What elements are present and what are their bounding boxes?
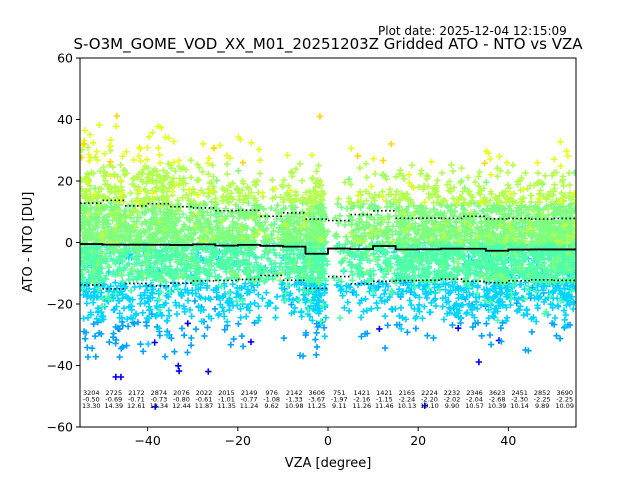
bin-mean-label: -0.77 [241,396,258,404]
bin-mean-label: -0.69 [105,396,122,404]
bin-mean-label: -2.25 [556,396,573,404]
y-tick-label: 40 [57,112,73,127]
bin-std-label: 10.10 [420,402,439,410]
bin-mean-label: -0.71 [128,396,145,404]
bin-count-label: 2022 [196,389,213,397]
bin-count-label: 2076 [173,389,190,397]
bin-std-label: 10.39 [488,402,507,410]
y-axis: −60 −40 −20 0 20 40 60 [47,51,80,435]
bin-mean-label: -1.08 [263,396,280,404]
x-tick-label: −20 [225,433,251,448]
x-axis-label: VZA [degree] [285,456,372,471]
bin-std-label: 9.90 [445,402,459,410]
bin-mean-label: -2.68 [489,396,506,404]
bin-mean-label: -0.61 [196,396,213,404]
bin-mean-label: -2.25 [534,396,551,404]
bin-count-label: 751 [333,389,345,397]
bin-count-label: 2232 [444,389,461,397]
x-tick-label: 40 [500,433,516,448]
bin-std-label: 13.34 [150,402,169,410]
y-tick-label: 60 [57,51,73,66]
bin-count-label: 2149 [241,389,258,397]
bin-mean-label: -2.20 [421,396,438,404]
bin-count-label: 2451 [511,389,528,397]
bin-count-label: 2165 [399,389,416,397]
bin-mean-label: -0.50 [83,396,100,404]
bin-std-label: 12.44 [172,402,191,410]
y-tick-label: −40 [47,358,73,373]
bin-mean-label: -1.97 [331,396,348,404]
y-axis-label: ATO - NTO [DU] [21,192,36,293]
bin-mean-label: -3.67 [308,396,325,404]
bin-std-label: 9.11 [332,402,346,410]
bin-mean-label: -1.01 [218,396,235,404]
bin-count-label: 3204 [83,389,100,397]
bin-mean-label: -1.33 [286,396,303,404]
y-tick-label: −20 [47,297,73,312]
bin-std-label: 11.26 [353,402,372,410]
x-tick-label: −40 [134,433,160,448]
bin-mean-label: -2.02 [444,396,461,404]
bin-std-label: 11.25 [307,402,326,410]
x-axis: −40 −20 0 20 40 [134,427,516,448]
bin-count-label: 2852 [534,389,551,397]
bin-count-label: 3690 [556,389,573,397]
bin-std-label: 9.62 [264,402,278,410]
mean-line [80,243,576,255]
bin-count-label: 2172 [128,389,145,397]
scatter-markers-color-2 [80,239,576,348]
bin-std-label: 12.61 [127,402,146,410]
x-tick-label: 0 [324,433,332,448]
bin-std-label: 11.35 [217,402,236,410]
bin-mean-label: -2.30 [511,396,528,404]
bin-std-label: 10.13 [398,402,417,410]
bin-std-label: 13.30 [82,402,101,410]
bin-count-label: 2346 [466,389,483,397]
bin-mean-label: -0.80 [173,396,190,404]
bin-count-label: 1421 [376,389,393,397]
plot-date: Plot date: 2025-12-04 12:15:09 [378,24,567,38]
scatter-markers-color-7 [80,112,488,167]
bin-mean-label: -1.15 [376,396,393,404]
bin-mean-label: -2.16 [353,396,370,404]
bin-std-label: 11.24 [240,402,259,410]
bin-std-label: 10.98 [285,402,304,410]
bin-count-label: 1421 [354,389,371,397]
bin-std-label: 11.46 [375,402,394,410]
scatter-markers-color-6 [80,121,576,207]
bin-count-label: 2224 [421,389,438,397]
bin-std-label: 10.09 [555,402,574,410]
x-tick-label: 20 [410,433,426,448]
bin-mean-label: -0.73 [150,396,167,404]
bin-count-label: 3606 [308,389,325,397]
bin-std-label: 10.14 [510,402,529,410]
bin-std-label: 9.89 [535,402,549,410]
bin-std-label: 14.39 [105,402,124,410]
y-tick-label: 20 [57,174,73,189]
bin-statistics-labels: 3204-0.5013.302725-0.6914.392172-0.7112.… [82,389,574,410]
chart-title: S-O3M_GOME_VOD_XX_M01_20251203Z Gridded … [73,35,583,54]
y-tick-label: 0 [65,235,73,250]
bin-count-label: 2015 [218,389,235,397]
bin-count-label: 2874 [151,389,168,397]
scatter-points [80,112,576,410]
bin-mean-label: -2.04 [466,396,483,404]
bin-statistics-lines [80,199,576,290]
bin-count-label: 976 [265,389,277,397]
bin-count-label: 2725 [106,389,123,397]
bin-std-label: 10.57 [465,402,484,410]
bin-count-label: 3623 [489,389,506,397]
bin-mean-label: -2.24 [398,396,415,404]
bin-count-label: 2142 [286,389,303,397]
bin-std-label: 11.87 [195,402,214,410]
y-tick-label: −60 [47,420,73,435]
